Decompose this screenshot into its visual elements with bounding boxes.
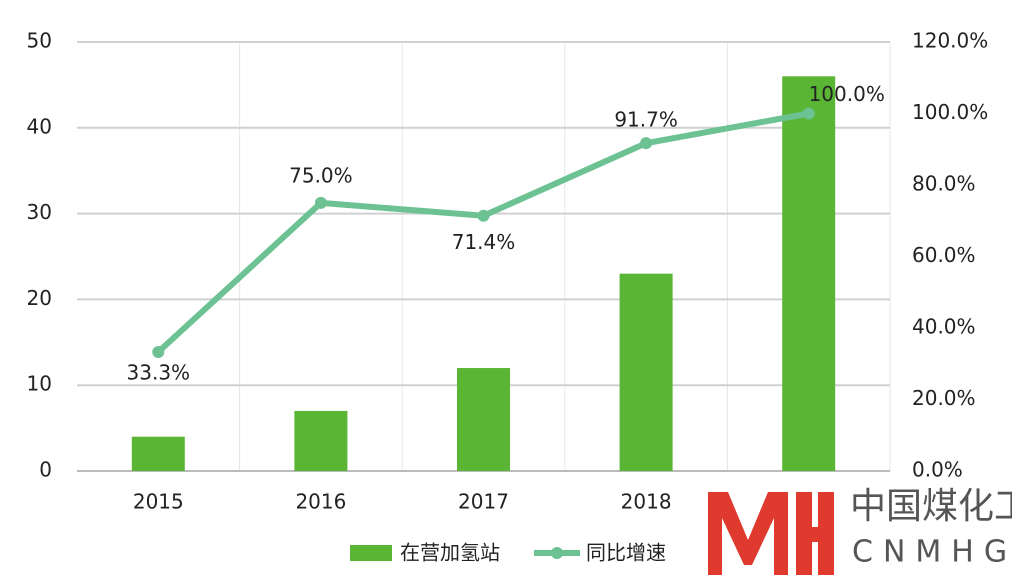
y-tick-label: 40: [27, 114, 52, 138]
logo-h: [796, 492, 834, 575]
line-marker: [640, 137, 653, 150]
y-tick-label: 30: [27, 200, 52, 224]
watermark-sub: CNMHG: [852, 535, 1012, 570]
x-tick-label: 2016: [295, 490, 346, 514]
bar: [619, 273, 673, 471]
bar: [294, 410, 348, 471]
y-tick-label: 10: [27, 372, 52, 396]
y2-tick-label: 100.0%: [912, 100, 988, 124]
y-tick-label: 50: [27, 29, 52, 53]
y2-tick-label: 80.0%: [912, 172, 976, 196]
data-label: 33.3%: [127, 360, 191, 384]
line-marker: [802, 107, 815, 120]
y2-tick-label: 20.0%: [912, 386, 976, 410]
bar: [131, 436, 185, 471]
y2-tick-label: 40.0%: [912, 315, 976, 339]
legend-swatch: [350, 545, 392, 561]
y-tick-label: 20: [27, 286, 52, 310]
watermark-text: 中国煤化工: [850, 486, 1012, 527]
y-tick-label: 0: [39, 458, 52, 482]
plot: 0 10 20 30 40 50 0.0% 20.0% 40.0% 60.0% 80.0% 100.0…: [27, 29, 989, 565]
data-label: 100.0%: [809, 82, 885, 106]
bar: [782, 76, 836, 471]
data-label: 75.0%: [289, 163, 353, 187]
x-tick-label: 2017: [458, 490, 509, 514]
data-label: 91.7%: [614, 108, 678, 132]
line-marker: [477, 209, 490, 222]
line-marker: [314, 196, 327, 209]
legend-marker: [551, 547, 563, 559]
y2-tick-label: 120.0%: [912, 29, 988, 53]
bar: [457, 368, 510, 471]
legend-label: 同比增速: [586, 541, 666, 565]
line-marker: [152, 345, 165, 358]
x-tick-label: 2015: [133, 490, 184, 514]
logo-m: [708, 492, 788, 575]
y2-tick-label: 60.0%: [912, 243, 976, 267]
data-label: 71.4%: [452, 230, 516, 254]
watermark-logo: 中国煤化工 CNMHG: [700, 480, 1012, 579]
x-tick-label: 2018: [621, 490, 672, 514]
y2-tick-label: 0.0%: [912, 458, 963, 482]
legend-label: 在营加氢站: [400, 541, 500, 565]
